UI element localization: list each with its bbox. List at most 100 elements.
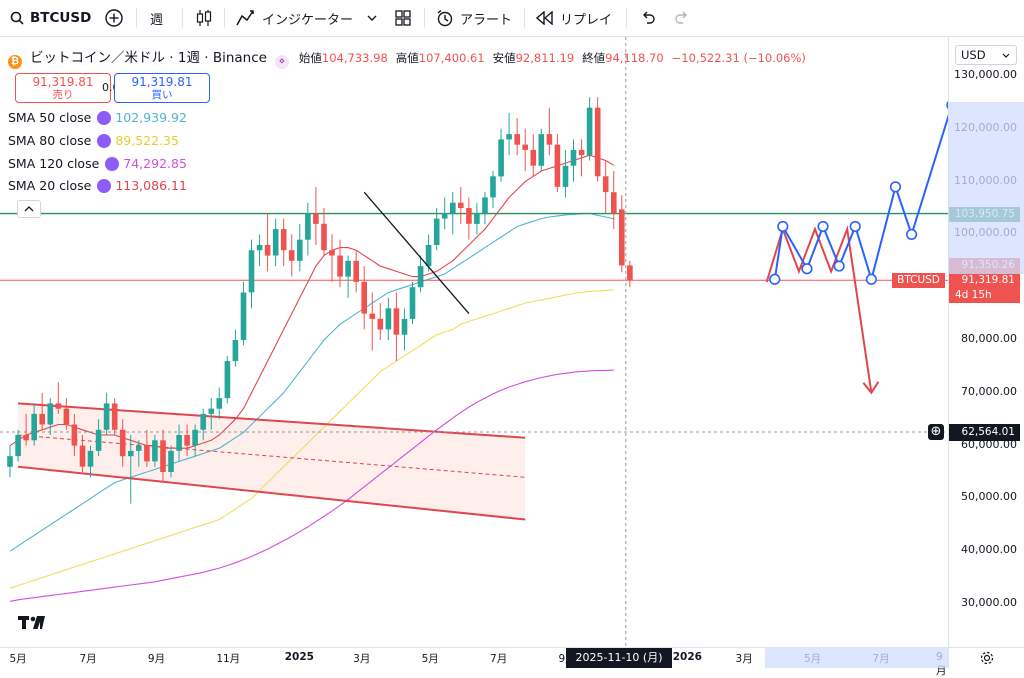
blue-projection-path [773, 114, 948, 283]
candle-body [361, 281, 367, 314]
candle-body [23, 435, 29, 441]
candle-body [353, 260, 359, 282]
candle-body [458, 202, 464, 208]
channel-mid-line [18, 434, 526, 478]
candle-body [514, 134, 520, 145]
projection-point-marker [865, 273, 877, 285]
time-tick-label: 5月 [421, 653, 439, 665]
chart-pane[interactable] [0, 37, 948, 647]
redo-button[interactable] [674, 0, 690, 36]
sma-50-legend[interactable]: SMA 50 close 102,939.92 [8, 110, 187, 125]
candle-body [200, 413, 206, 430]
buy-button[interactable]: 91,319.81 買い [114, 73, 210, 103]
tradingview-logo[interactable] [18, 614, 48, 634]
time-tick-label: 3月 [353, 653, 371, 665]
close-value: 94,118.70 [605, 51, 664, 65]
candle-body [144, 445, 150, 462]
candle-body [522, 144, 528, 150]
close-label: 終値 [582, 51, 606, 65]
layouts-button[interactable] [394, 0, 412, 36]
candle-body [586, 107, 593, 156]
add-alert-plus-icon[interactable]: ⊕ [928, 424, 944, 441]
indicators-button[interactable]: インジケーター [236, 0, 377, 36]
candle-body [401, 318, 408, 335]
sma-50-line [9, 212, 614, 552]
price-tick-label: 40,000.00 [961, 543, 1017, 557]
candle-body [47, 403, 54, 425]
candle-body [409, 287, 416, 319]
candle-body [570, 149, 577, 166]
toolbar-divider [136, 8, 137, 28]
price-tick-label: 30,000.00 [961, 596, 1017, 609]
time-range-highlight [764, 648, 956, 668]
price-range-highlight [948, 102, 1024, 274]
sma-20-line [9, 154, 615, 449]
open-value: 104,733.98 [321, 51, 388, 65]
toolbar-divider [182, 8, 183, 28]
sma-120-legend[interactable]: SMA 120 close 74,292.85 [8, 156, 187, 171]
price-tick-label: 130,000.00 [954, 68, 1017, 81]
time-tick-label: 7月 [490, 653, 508, 665]
undo-button[interactable] [640, 0, 656, 36]
indicators-label: インジケーター [262, 12, 354, 28]
open-label: 始値 [298, 51, 322, 65]
candle-body [482, 197, 488, 214]
candle-body [184, 435, 190, 446]
interval-button[interactable]: 週 [150, 0, 163, 36]
candle-body [192, 429, 198, 446]
candle-body [248, 250, 255, 293]
candle-body [79, 445, 86, 467]
buy-price: 91,319.81 [131, 75, 193, 89]
compare-button[interactable] [104, 0, 124, 36]
candlestick-icon [196, 10, 212, 26]
symbol-search[interactable]: BTCUSD [10, 0, 91, 36]
change-value: −10,522.31 (−10.06%) [671, 51, 806, 65]
candle-body [321, 223, 327, 251]
candle-body [578, 149, 585, 156]
candle-body [111, 403, 118, 430]
candle-body [441, 213, 448, 219]
candle-body [594, 107, 601, 177]
candle-body [288, 250, 295, 261]
top-toolbar: BTCUSD 週 インジケーター アラート リプレイ [0, 0, 1024, 37]
chart-type-button[interactable] [195, 0, 213, 36]
currency-selector[interactable]: USD [955, 45, 1017, 65]
rewind-icon [536, 11, 553, 25]
replay-button[interactable]: リプレイ [536, 0, 612, 36]
sma-80-line [9, 289, 614, 589]
sma-80-legend[interactable]: SMA 80 close 89,522.35 [8, 133, 179, 148]
reload-icon [97, 111, 112, 125]
price-tick-label: 80,000.00 [961, 332, 1017, 345]
buy-label: 買い [151, 89, 173, 101]
candle-body [152, 440, 158, 462]
collapse-legend-button[interactable] [17, 200, 41, 218]
candle-body [377, 318, 384, 330]
price-chart[interactable] [0, 37, 948, 647]
more-options-icon[interactable]: ⋄ [274, 55, 289, 69]
candle-body [506, 134, 512, 140]
symbol-legend: ₿ ビットコイン／米ドル · 1週 · Binance ⋄ 始値104,733.… [8, 46, 806, 69]
time-tick-label: 11月 [216, 653, 241, 665]
low-label: 安値 [492, 51, 516, 65]
toolbar-divider [224, 8, 225, 28]
reload-icon [97, 179, 112, 193]
alert-button[interactable]: アラート [436, 0, 512, 36]
candle-body [224, 361, 231, 399]
candle-body [627, 265, 633, 281]
alert-label: アラート [460, 12, 513, 28]
search-icon [10, 11, 24, 25]
toolbar-divider [424, 8, 425, 28]
candle-body [31, 413, 37, 441]
sell-button[interactable]: 91,319.81 売り [15, 73, 111, 103]
candle-body [71, 424, 78, 446]
candle-body [602, 176, 609, 193]
settings-gear-icon[interactable] [980, 651, 994, 665]
candle-body [369, 313, 376, 319]
sma-20-legend[interactable]: SMA 20 close 113,086.11 [8, 178, 187, 193]
time-tick-label: 9月 [147, 653, 166, 665]
plus-circle-icon [105, 9, 123, 27]
candle-body [208, 408, 215, 414]
time-axis[interactable]: 5月7月9月11月20253月5月7月9月20263月5月7月9月 2025-1… [0, 647, 956, 677]
candle-body [474, 213, 480, 224]
symbol-name: BTCUSD [30, 10, 92, 26]
